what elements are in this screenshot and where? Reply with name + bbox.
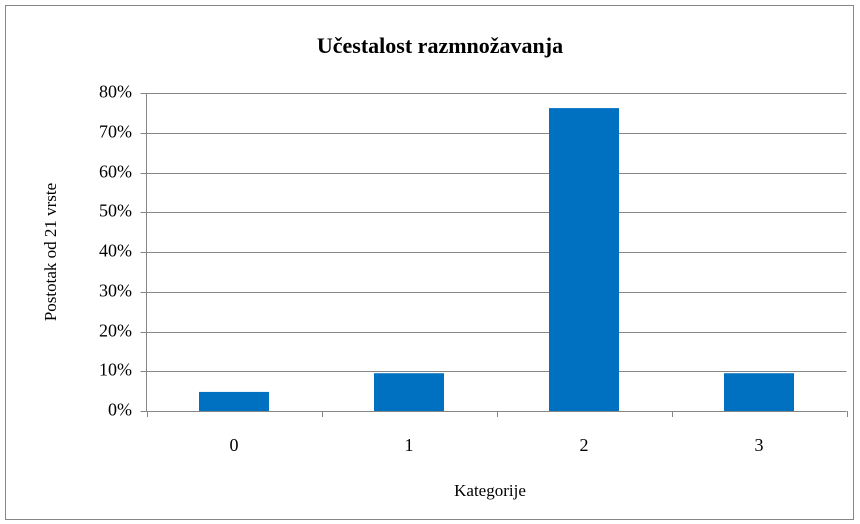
y-tick-label: 60% xyxy=(99,162,132,182)
x-tick-label: 1 xyxy=(405,435,414,455)
bar xyxy=(374,373,444,411)
chart-frame xyxy=(5,5,854,520)
y-tick-label: 50% xyxy=(99,201,132,221)
chart-title: Učestalost razmnožavanja xyxy=(317,33,563,58)
y-tick-label: 20% xyxy=(99,321,132,341)
x-axis-label: Kategorije xyxy=(454,481,526,500)
bar xyxy=(724,373,794,411)
bar xyxy=(549,108,619,411)
y-tick-label: 0% xyxy=(108,400,132,420)
y-tick-label: 30% xyxy=(99,281,132,301)
x-tick-label: 3 xyxy=(755,435,764,455)
y-tick-label: 70% xyxy=(99,122,132,142)
x-tick-label: 0 xyxy=(230,435,239,455)
y-tick-label: 80% xyxy=(99,82,132,102)
y-axis-label: Postotak od 21 vrste xyxy=(41,183,60,321)
x-tick-label: 2 xyxy=(580,435,589,455)
y-tick-label: 10% xyxy=(99,360,132,380)
y-tick-label: 40% xyxy=(99,241,132,261)
bar xyxy=(199,391,269,411)
